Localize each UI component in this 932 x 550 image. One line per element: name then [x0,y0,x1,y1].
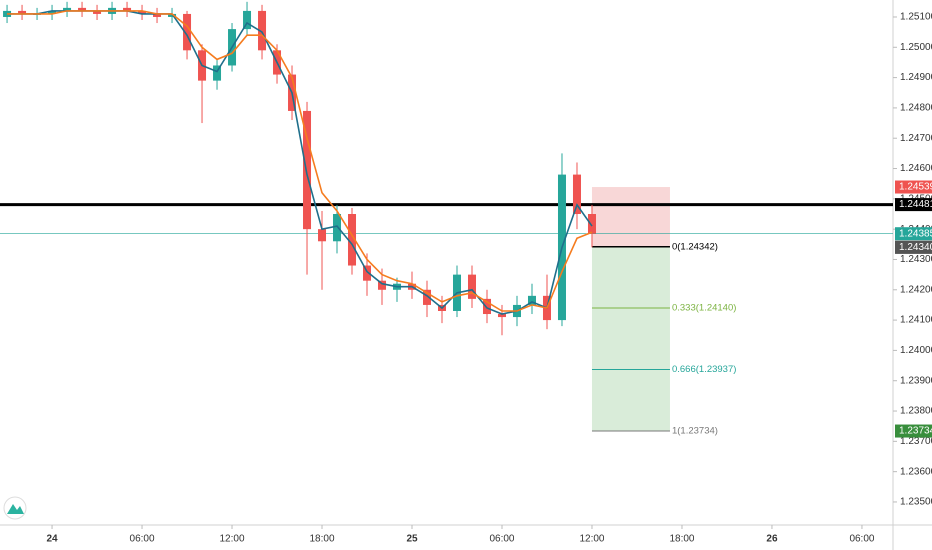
candle-body [527,295,536,305]
price-tag-label: 1.24481 [899,199,932,210]
moving-average [7,10,593,312]
x-tick-label: 26 [766,534,778,545]
level-label: 1(1.23734) [672,426,718,437]
candle-body [78,7,87,11]
candle-body [303,110,312,230]
price-tag [895,198,932,212]
level-label: 0(1.24342) [672,241,718,252]
candle-body [183,13,192,51]
x-tick-label: 24 [46,534,58,545]
y-tick-label: 1.24700 [900,133,932,144]
candle-body [153,13,162,17]
logo [3,496,27,520]
candle-body [243,10,252,30]
candle-body [63,7,72,11]
candle-body [213,65,222,81]
y-tick-label: 1.23700 [900,436,932,447]
candle-body [123,7,132,11]
candle-body [48,10,57,14]
x-tick-label: 12:00 [579,534,604,545]
candle-body [318,229,327,242]
y-tick-label: 1.23900 [900,375,932,386]
x-tick-label: 06:00 [130,534,155,545]
price-tag-label: 1.24340 [899,242,932,253]
y-tick-label: 1.24000 [900,345,932,356]
x-tick-label: 18:00 [309,534,334,545]
candle-body [18,10,27,14]
x-tick-label: 06:00 [489,534,514,545]
candle-body [587,214,596,234]
price-tag-label: 1.23734 [899,426,932,437]
price-tag [895,180,932,194]
y-tick-label: 1.23600 [900,466,932,477]
price-tag-label: 1.24385 [899,228,932,239]
candle-body [467,274,476,299]
candle-body [258,10,267,51]
x-tick-label: 25 [406,534,418,545]
candle-body [482,298,491,315]
price-tag-label: 1.24539 [899,182,932,193]
y-tick-label: 1.24600 [900,163,932,174]
y-tick-label: 1.24300 [900,254,932,265]
candle-body [138,10,147,14]
target-zone [591,246,670,432]
candle-body [333,214,342,242]
stop-zone [591,187,670,247]
candle-body [423,289,432,305]
y-tick-label: 1.24100 [900,315,932,326]
candle-body [572,174,581,215]
price-tag [895,424,932,438]
price-tag [895,240,932,254]
moving-average [7,10,593,315]
candle-body [348,214,357,266]
candle-body [363,265,372,281]
y-tick-label: 1.24800 [900,103,932,114]
y-tick-label: 1.25000 [900,42,932,53]
level-label: 0.666(1.23937) [672,364,736,375]
candle-body [378,280,387,290]
price-tag [895,227,932,241]
y-tick-label: 1.23800 [900,406,932,417]
candle-body [168,13,177,17]
y-tick-label: 1.24200 [900,284,932,295]
y-tick-label: 1.24900 [900,72,932,83]
y-tick-label: 1.25100 [900,12,932,23]
x-tick-label: 18:00 [669,534,694,545]
candle-body [93,10,102,14]
candle-body [497,314,506,318]
x-tick-label: 12:00 [220,534,245,545]
x-tick-label: 06:00 [849,534,874,545]
level-label: 0.333(1.24140) [672,302,736,313]
